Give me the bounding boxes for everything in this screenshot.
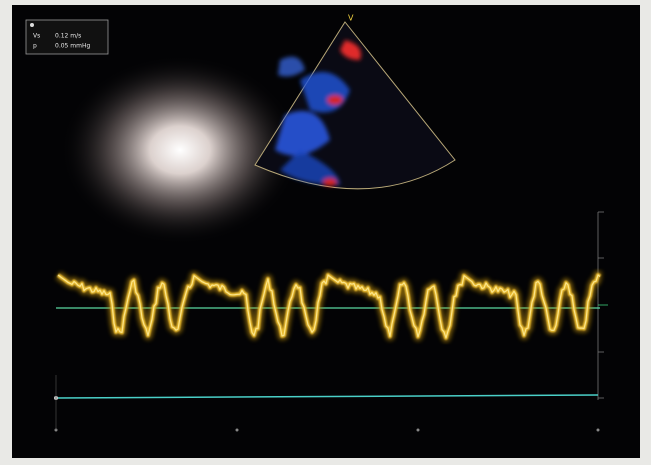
velocity-scale bbox=[597, 211, 608, 400]
color-sector bbox=[254, 21, 456, 190]
doppler-trace bbox=[55, 270, 603, 343]
ecg-line bbox=[55, 394, 599, 399]
measure-value: 0.05 mmHg bbox=[55, 43, 90, 50]
measurement-box: Vs 0.12 m/s p 0.05 mmHg bbox=[25, 19, 109, 55]
measure-label: p bbox=[33, 43, 37, 50]
measure-label: Vs bbox=[33, 33, 40, 40]
time-axis bbox=[54, 375, 600, 432]
echo-blob bbox=[60, 55, 300, 245]
sector-marker: V bbox=[348, 14, 354, 23]
trace-stroke bbox=[57, 274, 601, 339]
measure-value: 0.12 m/s bbox=[55, 33, 81, 40]
